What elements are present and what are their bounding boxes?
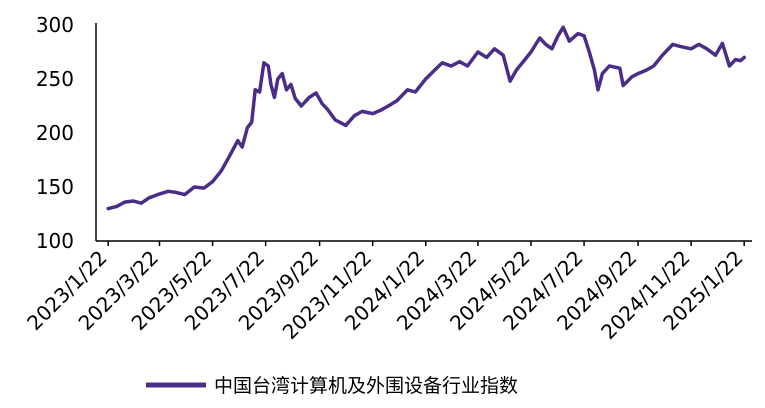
y-tick-label: 300 [36, 13, 74, 37]
series-line-0 [106, 25, 746, 211]
y-tick-label: 100 [36, 229, 74, 253]
legend: 中国台湾计算机及外围设备行业指数 [146, 375, 518, 397]
y-tick-label: 250 [36, 67, 74, 91]
axes: 1001502002503002023/1/222023/3/222023/5/… [22, 13, 752, 344]
legend-label: 中国台湾计算机及外围设备行业指数 [214, 375, 518, 397]
y-tick-label: 200 [36, 121, 74, 145]
y-tick-label: 150 [36, 175, 74, 199]
series-layer [106, 25, 746, 211]
